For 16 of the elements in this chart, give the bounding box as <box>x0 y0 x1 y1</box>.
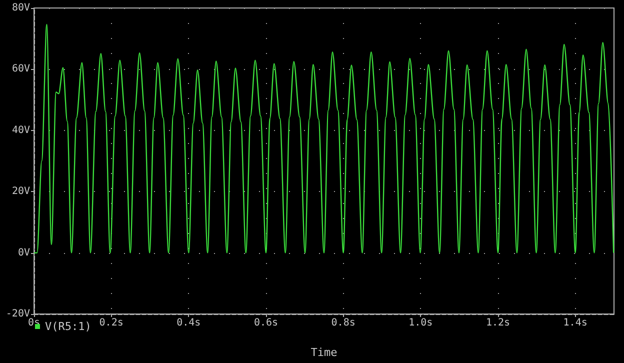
y-tick-label: 40V <box>12 124 30 136</box>
x-tick-label: 1.4s <box>563 318 588 328</box>
y-tick-label: 60V <box>12 64 30 75</box>
x-tick-label: 0.4s <box>176 318 201 328</box>
y-tick-label: 20V <box>12 186 30 198</box>
x-axis-title: Time <box>310 346 338 359</box>
x-tick-label: 0.8s <box>331 318 356 328</box>
line-series <box>33 24 614 254</box>
y-tick-label: 80V <box>12 2 30 14</box>
x-tick-label: 0.6s <box>254 318 278 328</box>
x-tick-label: 1.0s <box>408 318 433 328</box>
y-tick-label: 0V <box>18 247 30 258</box>
x-tick-label: 1.2s <box>486 318 510 328</box>
legend-label: V(R5:1) <box>45 320 92 333</box>
x-tick-label: 0.2s <box>99 318 124 328</box>
y-tick-label: -20V <box>6 308 30 320</box>
